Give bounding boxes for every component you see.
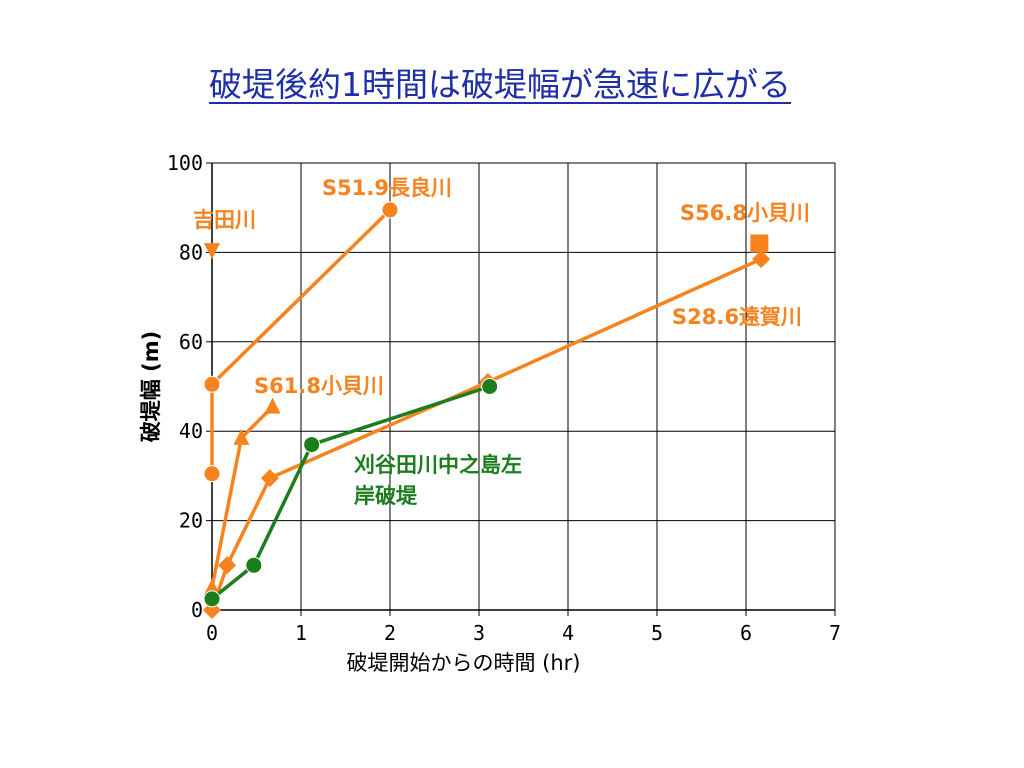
x-tick-label: 4 — [562, 621, 574, 645]
data-point — [203, 465, 221, 483]
annotation-label: S51.9長良川 — [322, 176, 452, 200]
annotation-label: 岸破堤 — [354, 484, 418, 508]
data-point — [233, 428, 250, 445]
series-layer — [203, 201, 771, 619]
x-tick-label: 1 — [295, 621, 307, 645]
data-point — [750, 234, 769, 253]
annotation-label: 刈谷田川中之島左 — [354, 453, 522, 477]
x-tick-label: 6 — [740, 621, 752, 645]
y-tick-label: 100 — [167, 151, 203, 175]
y-tick-label: 0 — [191, 598, 203, 622]
series-5 — [203, 378, 499, 608]
data-point — [303, 436, 321, 454]
x-axis-label: 破堤開始からの時間 (hr) — [346, 651, 580, 675]
x-tick-label: 2 — [384, 621, 396, 645]
series-1 — [204, 243, 220, 260]
y-tick-label: 80 — [179, 240, 203, 264]
data-point — [203, 375, 221, 393]
axes: 0 1 2 3 4 5 6 7 0 20 40 60 80 100 破堤開始からの時間 (hr) 破堤幅 (m… — [139, 151, 841, 675]
annotation-label: S61.8小貝川 — [254, 374, 384, 398]
annotation-label: S56.8小貝川 — [680, 201, 810, 225]
y-tick-label: 20 — [179, 509, 203, 533]
series-4 — [204, 397, 281, 595]
data-point — [203, 590, 221, 608]
data-point — [245, 556, 263, 574]
data-point — [481, 378, 499, 395]
x-tick-label: 3 — [473, 621, 485, 645]
data-point — [204, 578, 220, 595]
data-point — [204, 243, 220, 260]
data-point — [381, 201, 399, 219]
annotation-label: 吉田川 — [193, 208, 256, 232]
series-2 — [750, 234, 769, 253]
annotation-label: S28.6遠賀川 — [672, 305, 802, 329]
data-point — [752, 250, 771, 269]
data-point — [264, 397, 281, 414]
y-tick-label: 60 — [179, 330, 203, 354]
data-point — [260, 469, 279, 488]
series-line — [210, 384, 491, 601]
y-tick-label: 40 — [179, 419, 203, 443]
x-tick-label: 5 — [651, 621, 663, 645]
y-axis-label: 破堤幅 (m) — [139, 331, 163, 442]
chart-title: 破堤後約1時間は破堤幅が急速に広がる — [209, 65, 791, 104]
series-0 — [203, 201, 399, 483]
x-tick-label: 0 — [206, 621, 218, 645]
x-tick-label: 7 — [829, 621, 841, 645]
data-point — [218, 556, 237, 575]
